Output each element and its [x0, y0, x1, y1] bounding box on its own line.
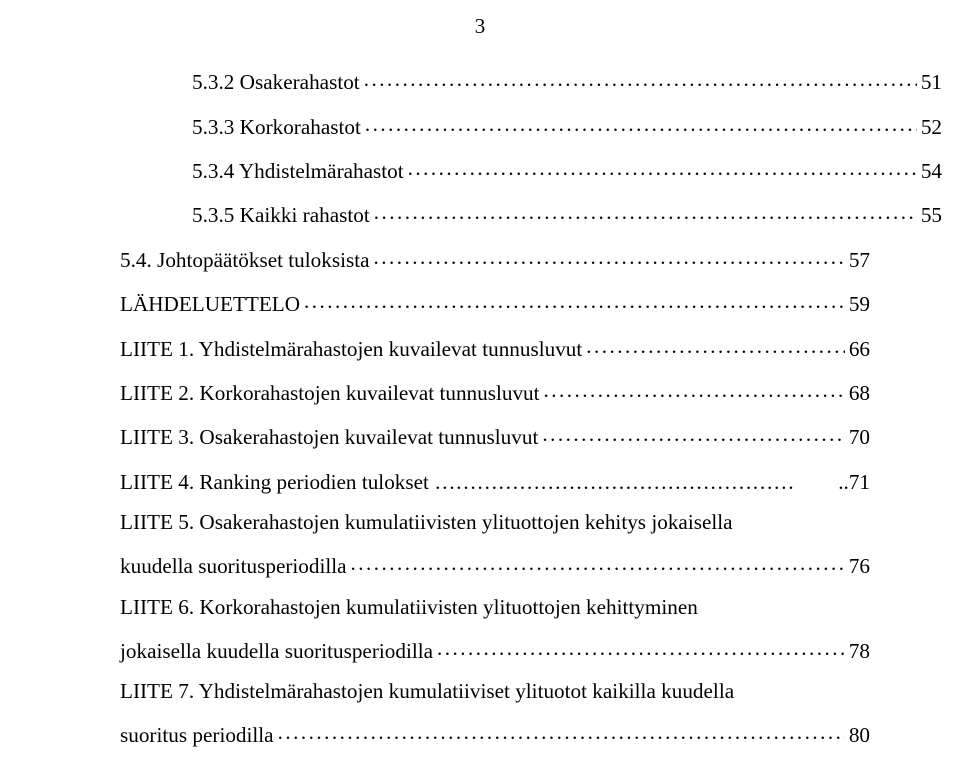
toc-entry-page: 80	[849, 725, 870, 746]
toc-entry: 5.3.5 Kaikki rahastot 55	[120, 201, 942, 226]
toc-entry-page: 68	[849, 383, 870, 404]
toc-leader	[542, 423, 844, 444]
toc-entry: LIITE 5. Osakerahastojen kumulatiivisten…	[120, 512, 870, 533]
toc-entry-label: LIITE 7. Yhdistelmärahastojen kumulatiiv…	[120, 681, 734, 702]
toc-leader	[586, 334, 845, 355]
toc-entry-page: 55	[921, 205, 942, 226]
toc-entry-label: LIITE 3. Osakerahastojen kuvailevat tunn…	[120, 427, 538, 448]
toc-leader	[544, 379, 845, 400]
table-of-contents: 5.3.2 Osakerahastot515.3.3 Korkorahastot…	[120, 68, 870, 747]
toc-entry-page: 51	[921, 72, 942, 93]
page-number: 3	[0, 14, 960, 39]
toc-entry-label: LIITE 2. Korkorahastojen kuvailevat tunn…	[120, 383, 540, 404]
toc-leader	[278, 721, 845, 742]
toc-entry-page: 57	[849, 250, 870, 271]
toc-entry: 5.3.3 Korkorahastot 52	[120, 112, 942, 137]
toc-entry-label: LIITE 5. Osakerahastojen kumulatiivisten…	[120, 512, 733, 533]
toc-entry: LIITE 2. Korkorahastojen kuvailevat tunn…	[120, 379, 870, 404]
toc-entry-label: 5.3.3 Korkorahastot	[192, 117, 361, 138]
toc-entry: 5.4. Johtopäätökset tuloksista 57	[120, 246, 870, 271]
toc-leader	[374, 246, 845, 267]
toc-leader	[364, 68, 917, 89]
toc-entry: LIITE 4. Ranking periodien tulokset ……………	[120, 468, 870, 493]
toc-entry: kuudella suoritusperiodilla 76	[120, 552, 870, 577]
toc-leader	[351, 552, 845, 573]
toc-entry-page: 76	[849, 556, 870, 577]
toc-entry-label: LÄHDELUETTELO	[120, 294, 300, 315]
toc-entry-label: kuudella suoritusperiodilla	[120, 556, 347, 577]
toc-entry-label: jokaisella kuudella suoritusperiodilla	[120, 641, 433, 662]
toc-leader	[798, 468, 834, 489]
toc-leader	[374, 201, 917, 222]
toc-entry: 5.3.4 Yhdistelmärahastot 54	[120, 157, 942, 182]
toc-entry: LIITE 7. Yhdistelmärahastojen kumulatiiv…	[120, 681, 870, 702]
toc-entry: LIITE 3. Osakerahastojen kuvailevat tunn…	[120, 423, 870, 448]
toc-entry-page: 54	[921, 161, 942, 182]
toc-entry-label: LIITE 1. Yhdistelmärahastojen kuvailevat…	[120, 339, 582, 360]
toc-entry: suoritus periodilla 80	[120, 721, 870, 746]
toc-leader	[437, 637, 845, 658]
toc-entry-label: LIITE 6. Korkorahastojen kumulatiivisten…	[120, 597, 698, 618]
toc-entry-label: 5.3.2 Osakerahastot	[192, 72, 360, 93]
toc-entry-label: 5.3.4 Yhdistelmärahastot	[192, 161, 404, 182]
toc-entry-page: 78	[849, 641, 870, 662]
toc-entry-page: 59	[849, 294, 870, 315]
toc-leader	[365, 112, 917, 133]
document-page: 3 5.3.2 Osakerahastot515.3.3 Korkorahast…	[0, 0, 960, 757]
toc-entry: LIITE 1. Yhdistelmärahastojen kuvailevat…	[120, 334, 870, 359]
toc-entry-page: 52	[921, 117, 942, 138]
toc-entry-label: 5.4. Johtopäätökset tuloksista	[120, 250, 370, 271]
toc-entry: jokaisella kuudella suoritusperiodilla 78	[120, 637, 870, 662]
toc-entry-label: suoritus periodilla	[120, 725, 274, 746]
toc-leader	[304, 290, 845, 311]
toc-entry: LÄHDELUETTELO 59	[120, 290, 870, 315]
toc-entry-page: 66	[849, 339, 870, 360]
toc-entry-page: ..71	[838, 472, 870, 493]
toc-entry-page: 70	[849, 427, 870, 448]
toc-leader	[408, 157, 917, 178]
toc-entry: 5.3.2 Osakerahastot 51	[120, 68, 942, 93]
toc-entry-label: 5.3.5 Kaikki rahastot	[192, 205, 370, 226]
toc-entry: LIITE 6. Korkorahastojen kumulatiivisten…	[120, 597, 870, 618]
toc-entry-label: LIITE 4. Ranking periodien tulokset ……………	[120, 472, 794, 493]
